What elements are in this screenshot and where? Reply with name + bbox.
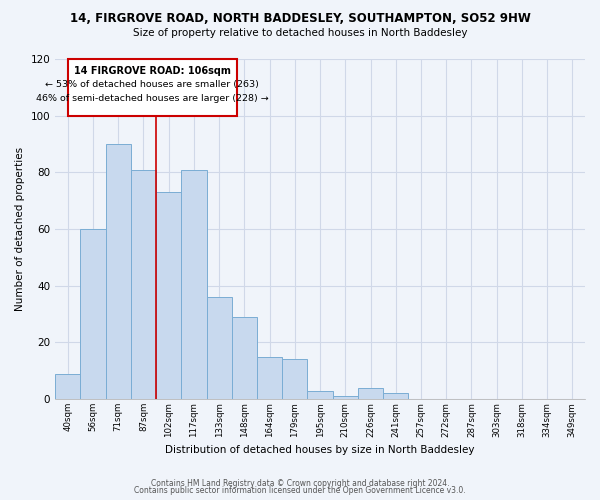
Bar [232, 317, 257, 399]
Bar [257, 356, 282, 399]
Text: ← 53% of detached houses are smaller (263): ← 53% of detached houses are smaller (26… [46, 80, 259, 90]
Bar [131, 170, 156, 399]
Bar [206, 297, 232, 399]
Bar [80, 229, 106, 399]
Text: 46% of semi-detached houses are larger (228) →: 46% of semi-detached houses are larger (… [36, 94, 269, 104]
Text: 14 FIRGROVE ROAD: 106sqm: 14 FIRGROVE ROAD: 106sqm [74, 66, 231, 76]
Bar [358, 388, 383, 399]
Bar [55, 374, 80, 399]
Bar [106, 144, 131, 399]
Bar [332, 396, 358, 399]
Text: Contains public sector information licensed under the Open Government Licence v3: Contains public sector information licen… [134, 486, 466, 495]
Text: Size of property relative to detached houses in North Baddesley: Size of property relative to detached ho… [133, 28, 467, 38]
Bar [181, 170, 206, 399]
Text: Contains HM Land Registry data © Crown copyright and database right 2024.: Contains HM Land Registry data © Crown c… [151, 478, 449, 488]
X-axis label: Distribution of detached houses by size in North Baddesley: Distribution of detached houses by size … [166, 445, 475, 455]
Y-axis label: Number of detached properties: Number of detached properties [15, 147, 25, 311]
Text: 14, FIRGROVE ROAD, NORTH BADDESLEY, SOUTHAMPTON, SO52 9HW: 14, FIRGROVE ROAD, NORTH BADDESLEY, SOUT… [70, 12, 530, 26]
Bar [156, 192, 181, 399]
Bar [307, 390, 332, 399]
Bar [282, 360, 307, 399]
Bar [383, 394, 409, 399]
FancyBboxPatch shape [68, 59, 237, 116]
